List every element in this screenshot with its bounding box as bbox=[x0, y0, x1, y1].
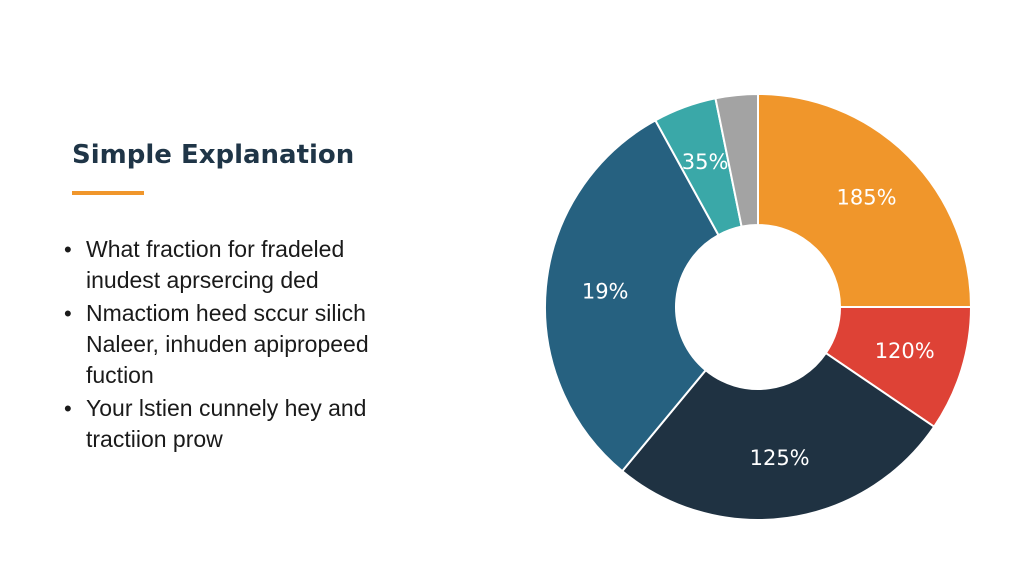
slice-data-label: 185% bbox=[837, 185, 897, 209]
bullet-line: fuction bbox=[86, 362, 154, 388]
bullet-line: tractiion prow bbox=[86, 426, 223, 452]
page-title: Simple Explanation bbox=[72, 140, 355, 170]
bullet-list: What fraction for fradeled inudest aprse… bbox=[62, 234, 462, 457]
donut-slice-2 bbox=[620, 351, 936, 521]
title-underline bbox=[72, 191, 144, 195]
bullet-line: Nmactiom heed sccur silich bbox=[86, 300, 366, 326]
donut-slice-0 bbox=[757, 92, 973, 308]
bullet-item: What fraction for fradeled inudest aprse… bbox=[62, 234, 462, 296]
slice-data-label: 19% bbox=[582, 280, 629, 304]
bullet-item: Your lstien cunnely hey and tractiion pr… bbox=[62, 393, 462, 455]
donut-slice-5 bbox=[714, 92, 759, 228]
bullet-item: Nmactiom heed sccur silich Naleer, inhud… bbox=[62, 298, 462, 391]
slice-data-label: 120% bbox=[875, 339, 935, 363]
bullet-line: Naleer, inhuden apipropeed bbox=[86, 331, 369, 357]
slice-data-label: 35% bbox=[682, 150, 729, 174]
slice-data-label: 125% bbox=[750, 446, 810, 470]
bullet-line: Your lstien cunnely hey and bbox=[86, 395, 367, 421]
bullet-line: inudest aprsercing ded bbox=[86, 267, 319, 293]
donut-slice-3 bbox=[544, 118, 720, 473]
bullet-line: What fraction for fradeled bbox=[86, 236, 345, 262]
